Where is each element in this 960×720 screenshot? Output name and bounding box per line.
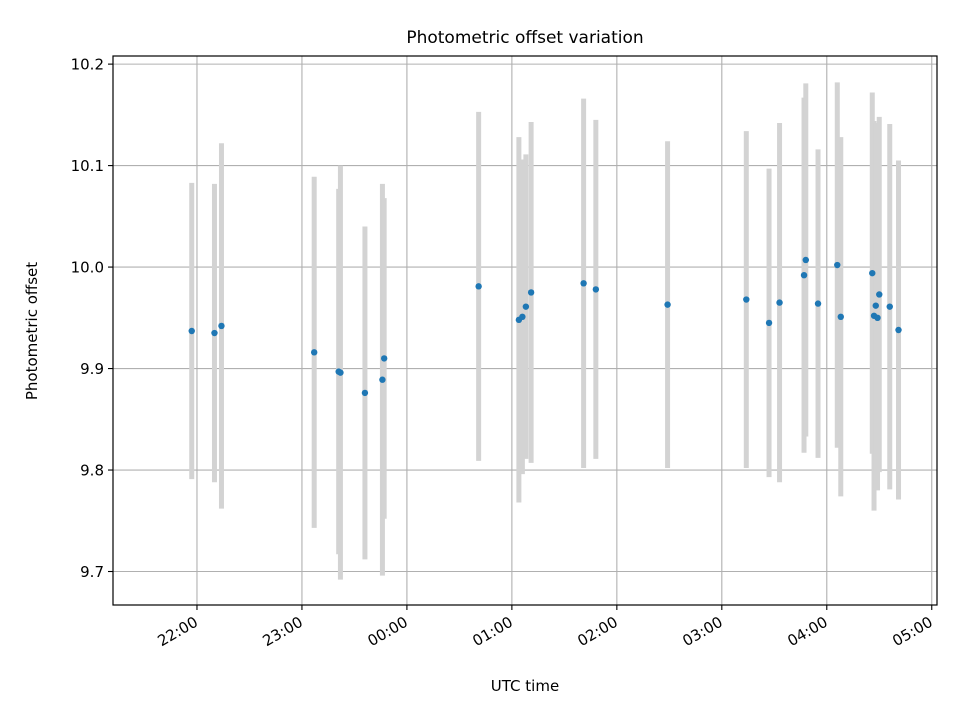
data-points (188, 256, 902, 397)
data-point (592, 286, 600, 293)
data-point (310, 349, 318, 356)
data-point (802, 256, 809, 264)
y-tick-label: 9.9 (80, 360, 104, 378)
y-tick-label: 10.0 (71, 259, 104, 277)
data-point (580, 280, 587, 287)
x-axis-label: UTC time (491, 677, 559, 695)
data-point (519, 313, 526, 321)
y-tick-label: 10.2 (71, 56, 104, 74)
data-point (886, 303, 893, 310)
y-tick-label: 9.7 (80, 563, 104, 581)
chart-title: Photometric offset variation (406, 28, 643, 48)
data-point (869, 269, 876, 277)
data-point (800, 271, 808, 279)
data-point (379, 376, 386, 383)
data-point (765, 319, 773, 327)
data-point (834, 261, 841, 269)
y-axis-label: Photometric offset (23, 262, 41, 400)
data-point (872, 302, 879, 309)
y-axis-ticks: 9.7 9.8 9.9 10.0 10.1 10.2 (71, 56, 113, 581)
plot-frame (112, 55, 938, 606)
data-point (188, 327, 195, 335)
data-point (876, 291, 883, 298)
data-point (522, 303, 530, 310)
data-point (527, 289, 535, 296)
data-point (814, 300, 822, 307)
data-point (380, 355, 388, 362)
data-point (218, 322, 225, 330)
data-point (874, 314, 881, 322)
data-point (837, 313, 844, 321)
data-point (475, 283, 482, 290)
data-point (743, 296, 750, 303)
data-point (895, 326, 902, 334)
data-point (361, 389, 369, 397)
data-point (776, 299, 783, 306)
data-point (664, 301, 671, 308)
y-tick-label: 10.1 (71, 157, 104, 175)
data-point (337, 369, 344, 376)
y-tick-label: 9.8 (80, 462, 104, 480)
data-point (211, 329, 218, 337)
